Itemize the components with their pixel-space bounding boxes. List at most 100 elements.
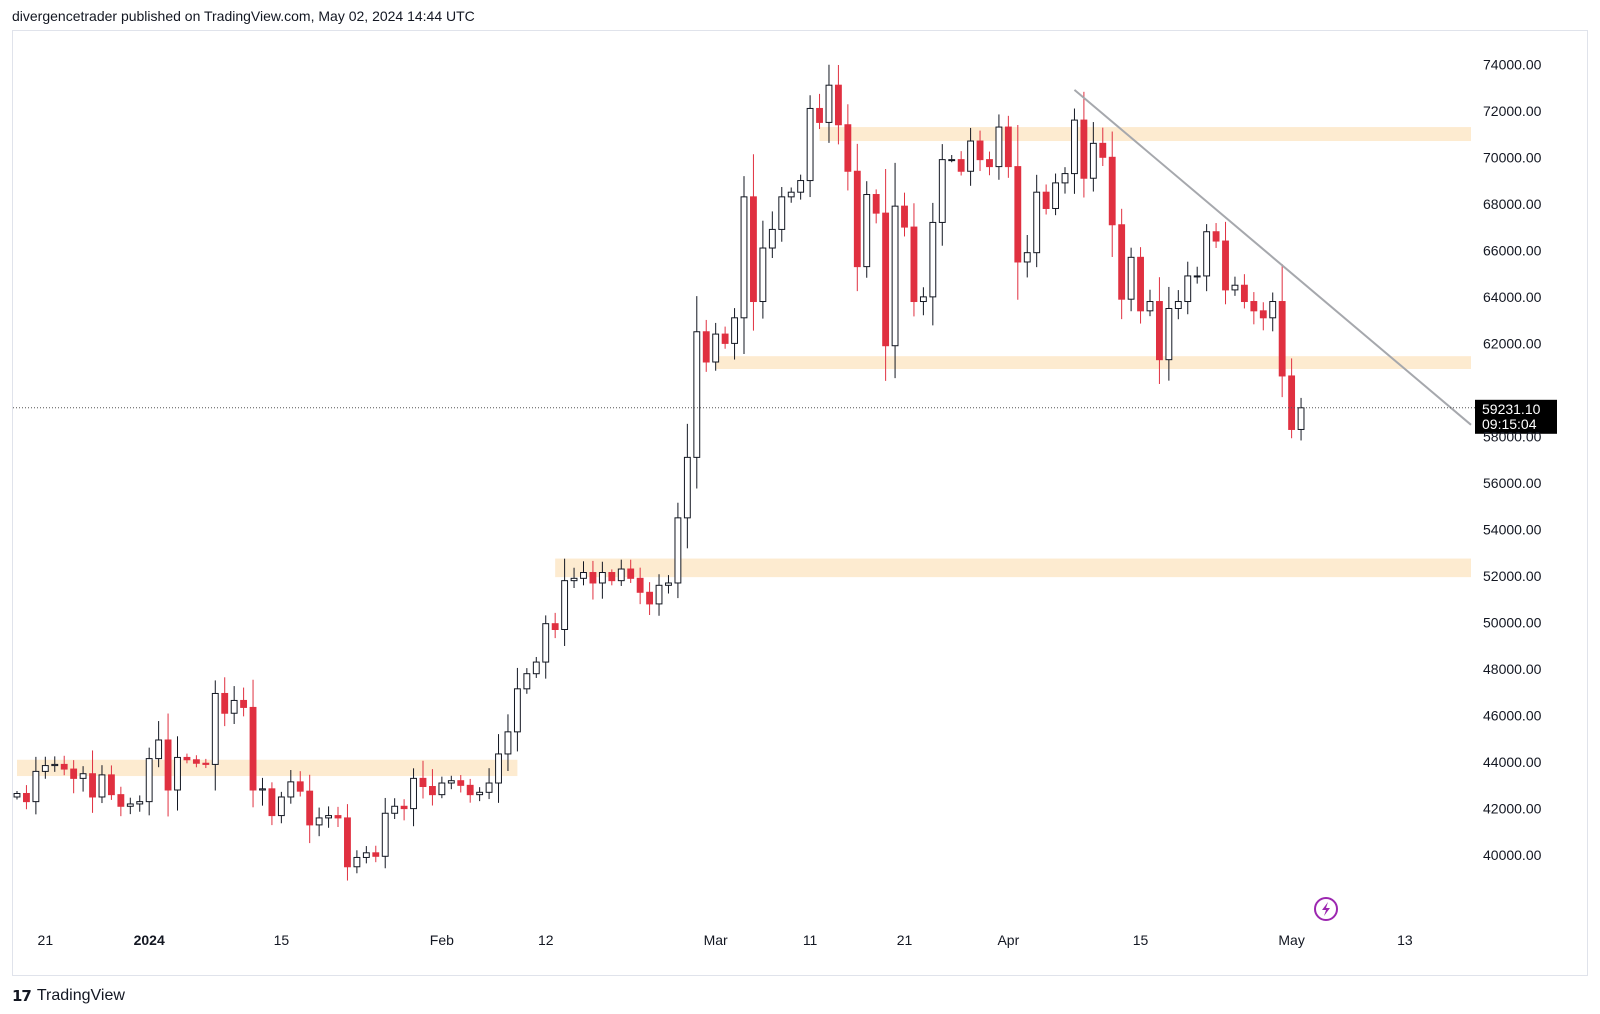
x-tick-label: 21: [897, 932, 913, 948]
candle: [636, 567, 644, 605]
candle-body: [457, 780, 465, 786]
candle: [929, 202, 937, 326]
candle: [665, 575, 672, 594]
candle-body: [759, 247, 767, 303]
candle-body: [495, 753, 502, 784]
candle: [740, 176, 748, 355]
candle-body: [797, 180, 805, 193]
candle-body: [1156, 301, 1163, 361]
candle: [655, 574, 663, 616]
y-tick-label: 48000.00: [1483, 661, 1542, 677]
candle: [712, 322, 720, 371]
candles-layer: [13, 64, 1305, 881]
y-tick-label: 72000.00: [1483, 103, 1542, 119]
candle: [485, 768, 493, 800]
candle: [126, 797, 134, 815]
candle: [183, 753, 191, 764]
candle: [495, 734, 502, 803]
candle-body: [1278, 301, 1286, 377]
y-tick-label: 42000.00: [1483, 801, 1542, 817]
candle-body: [221, 692, 229, 714]
candle-body: [636, 577, 644, 593]
candle: [1231, 276, 1239, 296]
candle-body: [787, 191, 795, 198]
candle-body: [164, 739, 172, 791]
candle: [872, 189, 880, 224]
candle: [315, 807, 323, 837]
candle: [853, 143, 861, 292]
candle-body: [901, 205, 908, 228]
candle: [268, 782, 276, 826]
candle: [1004, 115, 1012, 178]
candle: [211, 680, 219, 791]
candle-body: [296, 781, 304, 792]
candle: [580, 561, 587, 586]
candle: [844, 104, 852, 191]
candle: [948, 155, 956, 163]
candle-body: [872, 194, 880, 214]
y-tick-label: 64000.00: [1483, 289, 1542, 305]
candle: [89, 750, 96, 813]
sr-zone-2: [555, 558, 1471, 578]
candle: [778, 186, 786, 242]
candle-body: [646, 591, 654, 605]
candle-body: [334, 815, 342, 819]
candle: [1278, 264, 1286, 398]
candle-body: [13, 792, 21, 798]
candle: [976, 130, 984, 172]
candle: [372, 845, 380, 863]
candle-body: [938, 159, 946, 223]
candle-body: [957, 159, 965, 172]
candle-body: [249, 706, 257, 791]
chart-frame[interactable]: 59231.10 09:15:04 74000.00 72000.00 70000.0…: [12, 30, 1588, 976]
candle-body: [1042, 191, 1050, 209]
candle: [1089, 122, 1097, 192]
candle-body: [202, 762, 210, 765]
candle-body: [598, 572, 606, 584]
publisher-line: divergencetrader published on TradingVie…: [12, 8, 475, 24]
candle-body: [504, 731, 512, 755]
candle-body: [948, 159, 956, 162]
candle: [344, 804, 351, 881]
candle-body: [174, 756, 181, 791]
candle: [221, 677, 229, 727]
candle: [240, 687, 248, 717]
y-tick-label: 52000.00: [1483, 568, 1542, 584]
candle-body: [1004, 126, 1012, 168]
candle-body: [986, 159, 993, 168]
candle-body: [1174, 301, 1182, 309]
candle: [353, 850, 361, 874]
candle-body: [617, 568, 625, 582]
candle-body: [240, 699, 248, 708]
candle: [768, 211, 776, 259]
candle: [901, 192, 908, 237]
candle: [561, 558, 569, 646]
candle-body: [1099, 142, 1107, 158]
candle-body: [344, 817, 351, 868]
candle: [787, 187, 795, 203]
candle-body: [41, 765, 49, 772]
candle-body: [1250, 301, 1258, 312]
candle-body: [306, 790, 314, 826]
footer-brand[interactable]: 17 TradingView: [12, 987, 125, 1005]
candle-body: [1108, 156, 1116, 226]
lightning-icon[interactable]: [1314, 897, 1338, 921]
candle-body: [192, 759, 200, 764]
candle-body: [1052, 182, 1059, 209]
candle-body: [1118, 224, 1126, 300]
x-tick-label: 12: [538, 932, 554, 948]
candle: [825, 64, 833, 143]
candle: [674, 502, 682, 599]
candle: [202, 758, 210, 769]
candle: [334, 806, 342, 827]
candle-body: [551, 623, 559, 630]
candle: [683, 423, 691, 549]
candle-body: [1297, 407, 1305, 430]
candle-body: [126, 803, 134, 807]
candle-body: [806, 107, 814, 182]
candle: [230, 686, 238, 725]
candle-body: [853, 170, 861, 268]
candle-body: [589, 572, 597, 584]
